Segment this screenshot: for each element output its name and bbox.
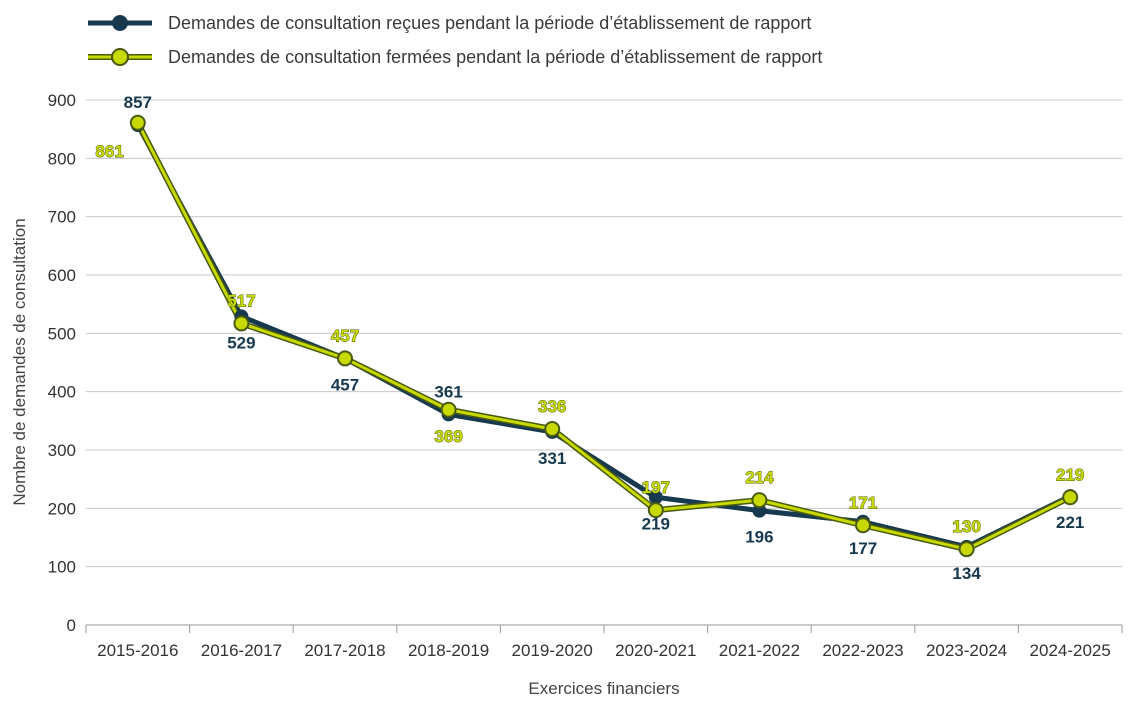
- data-label-received: 219: [642, 514, 670, 533]
- point-closed: [647, 502, 664, 519]
- point-closed: [958, 541, 975, 558]
- data-label-closed: 369: [434, 427, 462, 446]
- data-label-closed: 457: [331, 326, 359, 345]
- data-label-received: 331: [538, 449, 566, 468]
- y-tick-label: 500: [48, 324, 76, 343]
- y-tick-label: 300: [48, 441, 76, 460]
- y-tick-label: 700: [48, 208, 76, 227]
- y-tick-label: 200: [48, 499, 76, 518]
- x-tick-label: 2022-2023: [822, 641, 903, 660]
- legend-marker-received: [112, 15, 128, 31]
- x-axis: 2015-2016 2016-2017 2017-2018 2018-2019 2019…: [85, 625, 1123, 660]
- point-closed: [440, 401, 457, 418]
- x-tick-label: 2016-2017: [201, 641, 282, 660]
- y-tick-label: 800: [48, 149, 76, 168]
- data-label-received: 134: [952, 564, 981, 583]
- y-tick-label: 900: [48, 91, 76, 110]
- data-label-received: 857: [124, 93, 152, 112]
- data-label-closed: 130: [952, 517, 980, 536]
- point-closed: [233, 315, 250, 332]
- data-label-received: 196: [745, 528, 773, 547]
- legend-marker-closed: [111, 48, 129, 66]
- data-label-received: 529: [227, 333, 255, 352]
- data-label-closed: 171: [849, 493, 877, 512]
- point-closed: [544, 421, 561, 437]
- x-axis-title: Exercices financiers: [528, 679, 679, 698]
- data-label-closed: 336: [538, 397, 566, 416]
- data-label-received: 457: [331, 375, 359, 394]
- point-closed: [337, 350, 353, 367]
- x-tick-label: 2017-2018: [304, 641, 385, 660]
- point-closed: [751, 492, 768, 509]
- x-tick-label: 2018-2019: [408, 641, 489, 660]
- series-lines: [135, 121, 1072, 553]
- data-label-received: 361: [434, 382, 462, 401]
- legend-label-closed: Demandes de consultation fermées pendant…: [168, 47, 822, 67]
- y-tick-label: 600: [48, 266, 76, 285]
- x-tick-label: 2021-2022: [719, 641, 800, 660]
- series-line-closed: [136, 122, 1071, 551]
- legend-label-received: Demandes de consultation reçues pendant …: [168, 13, 811, 33]
- data-label-closed: 214: [745, 468, 774, 487]
- y-axis-title: Nombre de demandes de consultation: [10, 218, 29, 505]
- y-tick-label: 100: [48, 558, 76, 577]
- data-label-received: 177: [849, 539, 877, 558]
- point-closed: [129, 114, 146, 131]
- x-tick-label: 2023-2024: [926, 641, 1007, 660]
- data-label-closed: 861: [95, 142, 123, 161]
- y-axis-ticks: 0 100 200 300 400 500 600 700 800 900: [48, 91, 76, 635]
- data-labels: 857 529 457 361 331 219 196 177 134 221 861 517 457 3…: [95, 93, 1085, 583]
- legend: Demandes de consultation reçues pendant …: [88, 13, 822, 67]
- data-label-closed: 197: [642, 478, 670, 497]
- gridlines: [86, 99, 1122, 626]
- point-closed: [1062, 489, 1079, 506]
- x-tick-label: 2019-2020: [512, 641, 593, 660]
- y-tick-label: 400: [48, 383, 76, 402]
- point-closed: [855, 517, 871, 534]
- data-label-closed: 517: [227, 291, 255, 310]
- x-tick-label: 2015-2016: [97, 641, 178, 660]
- point-received: [648, 490, 663, 505]
- y-tick-label: 0: [67, 616, 76, 635]
- x-tick-label: 2024-2025: [1030, 641, 1111, 660]
- data-label-received: 221: [1056, 513, 1084, 532]
- x-tick-label: 2020-2021: [615, 641, 696, 660]
- data-label-closed: 219: [1056, 465, 1084, 484]
- series-markers: [129, 114, 1079, 558]
